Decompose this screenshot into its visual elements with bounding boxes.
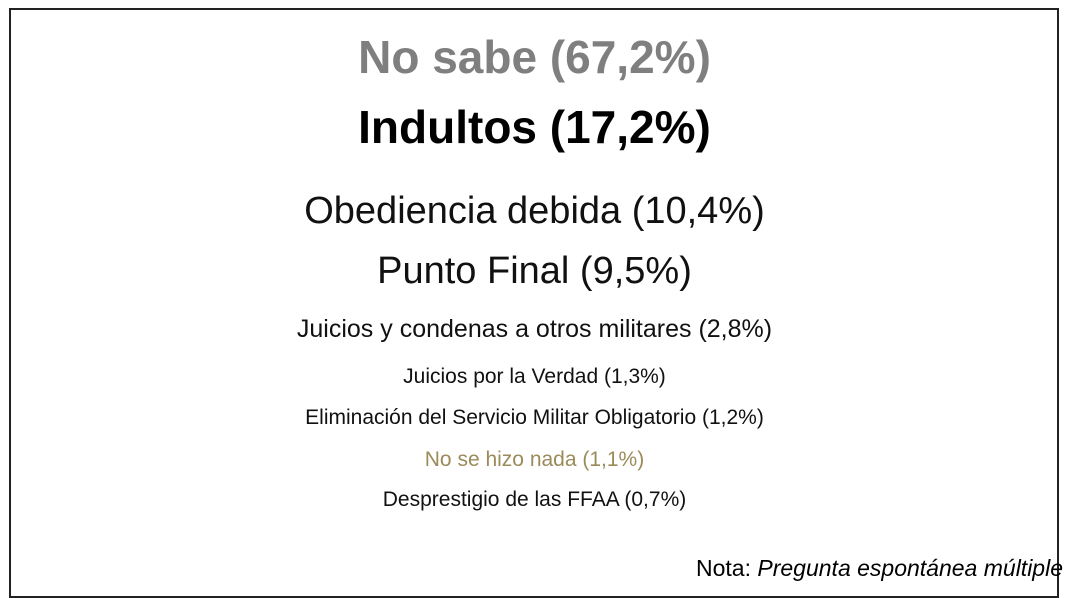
item: Obediencia debida (10,4%) <box>304 190 765 232</box>
item: Desprestigio de las FFAA (0,7%) <box>382 488 687 511</box>
item: No sabe (67,2%) <box>358 31 711 83</box>
item: No se hizo nada (1,1%) <box>424 448 645 471</box>
item: Juicios y condenas a otros militares (2,… <box>296 315 773 343</box>
item: Eliminación del Servicio Militar Obligat… <box>305 406 764 429</box>
item: Punto Final (9,5%) <box>377 250 692 292</box>
item: Juicios por la Verdad (1,3%) <box>403 365 666 388</box>
item: Indultos (17,2%) <box>358 101 711 153</box>
note-label: Nota: <box>696 555 751 581</box>
note-text: Pregunta espontánea múltiple <box>757 555 1063 581</box>
note: Nota: Pregunta espontánea múltiple <box>696 557 1063 580</box>
